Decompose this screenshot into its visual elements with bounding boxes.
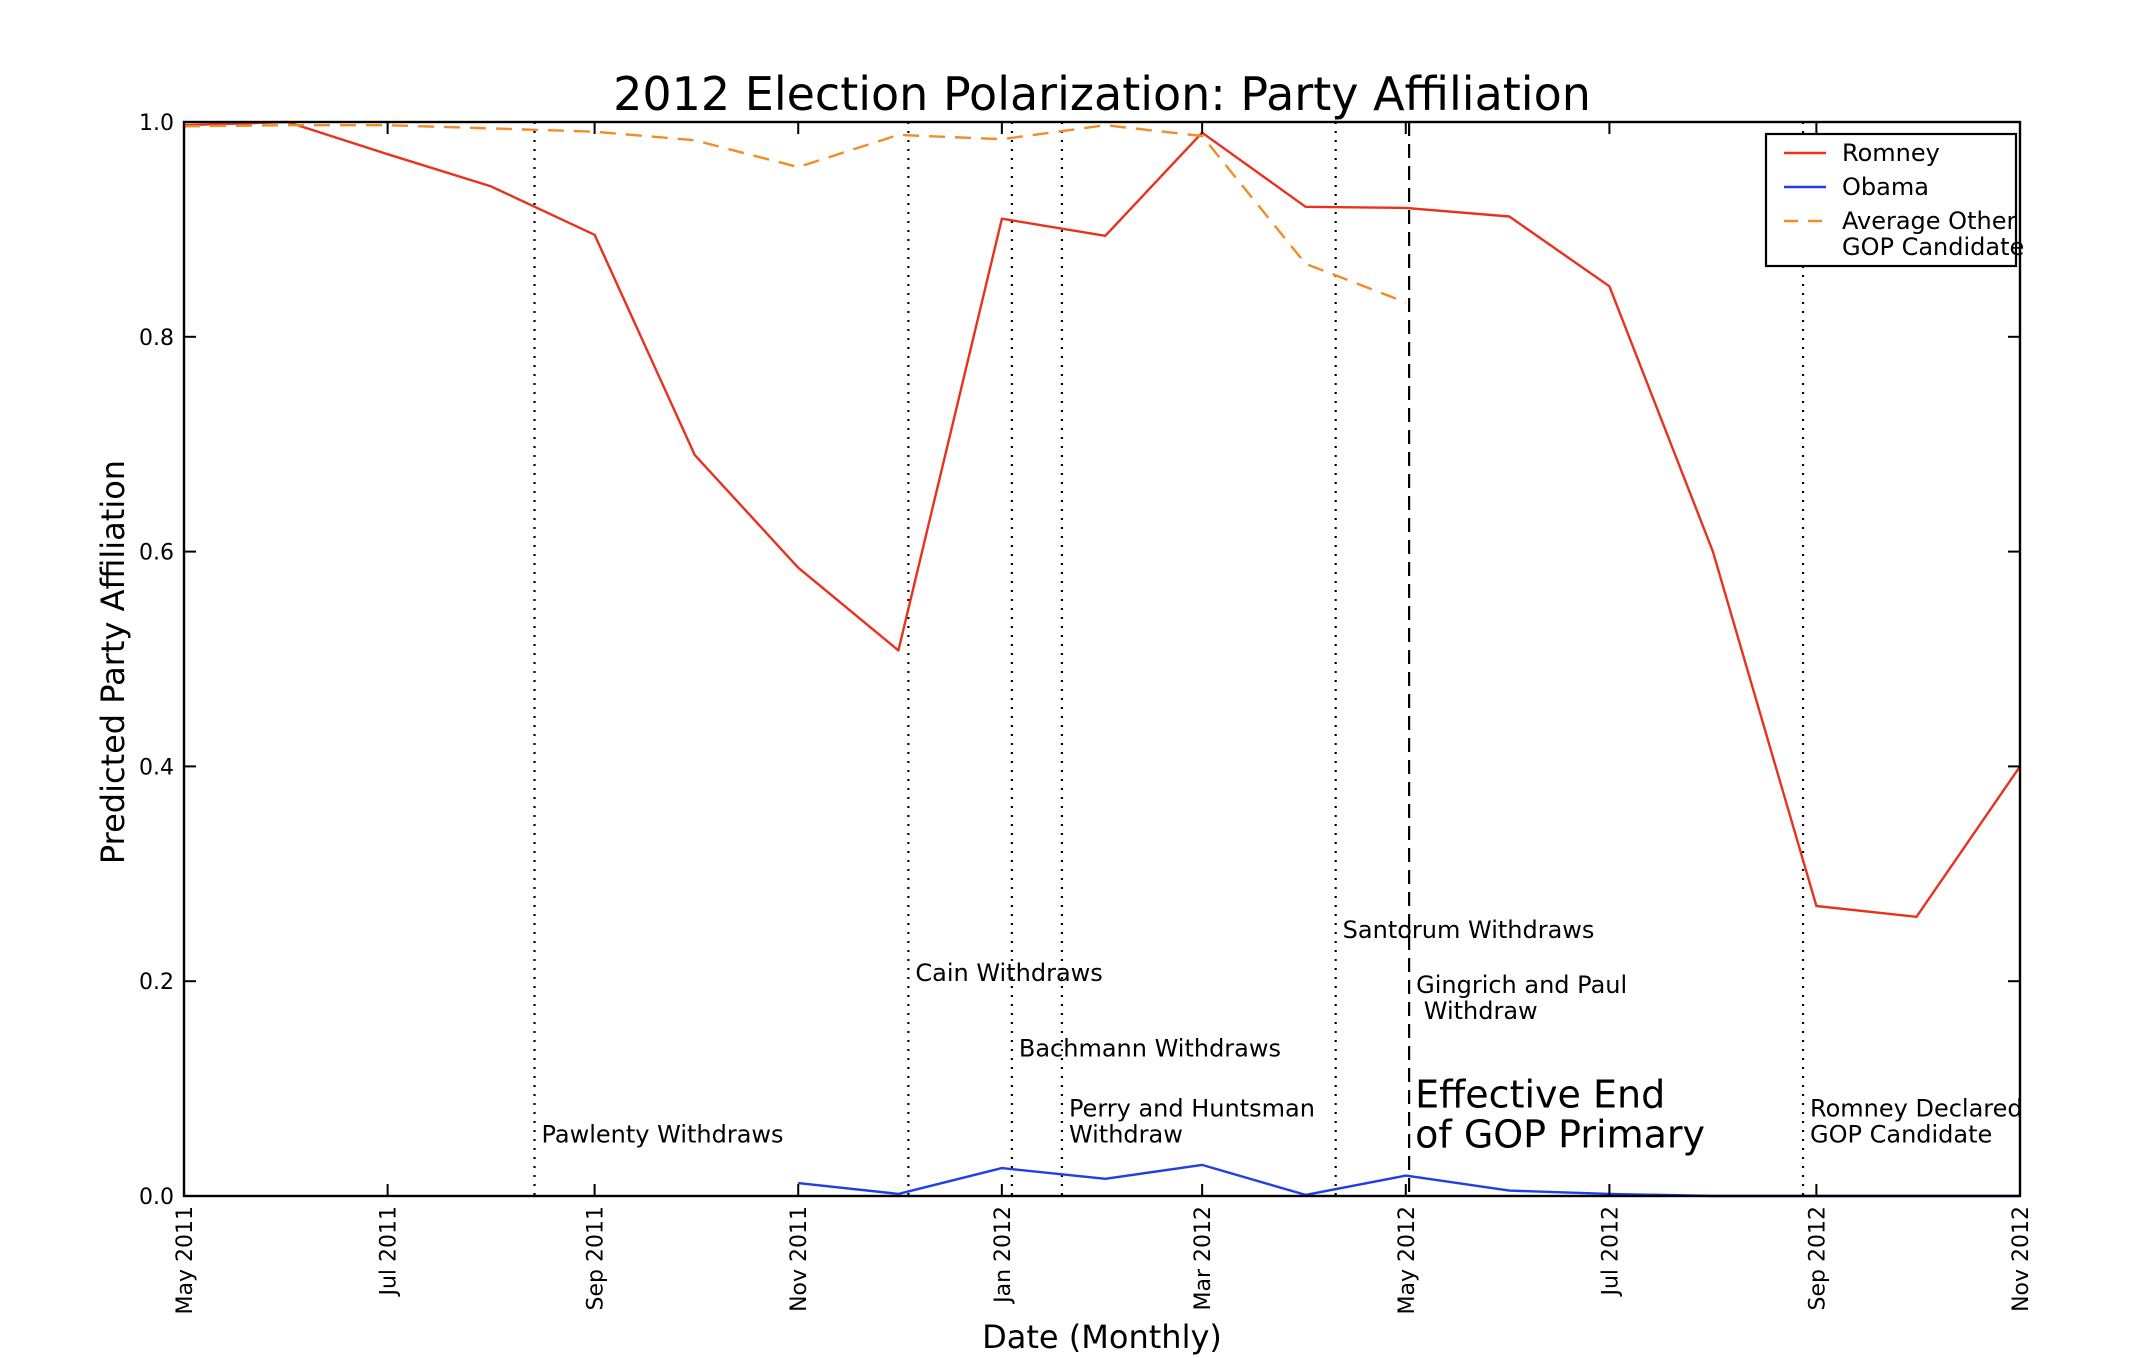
legend-box [1764, 132, 2018, 268]
legend-label-2: Average Other GOP Candidate [1842, 207, 2024, 261]
series-line-2 [183, 123, 1407, 304]
legend-label-0: Romney [1842, 139, 1940, 167]
event-annotation: Santorum Withdraws [1343, 916, 1595, 944]
y-tick-label: 0.4 [139, 755, 174, 780]
y-tick-label: 0.2 [139, 970, 174, 995]
plot-area: 0.0 0.2 0.4 0.6 0.8 1.0 May 2011 Jul 2011 Sep 20… [139, 111, 2034, 1314]
axes-frame [182, 120, 2022, 1198]
y-tick-label: 1.0 [139, 111, 174, 136]
x-tick-label: Jul 2011 [377, 1206, 402, 1298]
primary-end-annotation: Effective End of GOP Primary [1415, 1073, 1705, 1157]
x-tick-label: Jan 2012 [991, 1206, 1016, 1305]
x-tick-label: Sep 2011 [584, 1206, 609, 1310]
y-tick-label: 0.8 [139, 326, 174, 351]
chart-title: 2012 Election Polarization: Party Affili… [613, 67, 1591, 121]
x-tick-label: May 2011 [173, 1206, 198, 1314]
x-axis-label: Date (Monthly) [982, 1318, 1222, 1356]
y-tick-label: 0.6 [139, 541, 174, 566]
x-tick-label: Sep 2012 [1805, 1206, 1830, 1310]
legend-label-1: Obama [1842, 173, 1929, 201]
y-axis-label: Predicted Party Affiliation [94, 460, 132, 864]
x-tick-label: May 2012 [1395, 1206, 1420, 1314]
x-tick-label: Mar 2012 [1191, 1206, 1216, 1311]
event-annotation: Romney Declared GOP Candidate [1810, 1094, 2023, 1148]
x-tick-label: Nov 2011 [787, 1206, 812, 1312]
x-tick-label: Jul 2012 [1598, 1206, 1623, 1298]
event-annotation: Bachmann Withdraws [1019, 1034, 1281, 1062]
y-tick-label: 0.0 [139, 1185, 174, 1210]
event-annotation: Gingrich and Paul Withdraw [1416, 971, 1627, 1025]
event-annotation: Pawlenty Withdraws [542, 1120, 784, 1148]
x-tick-label: Nov 2012 [2009, 1206, 2034, 1312]
event-annotation: Cain Withdraws [915, 959, 1102, 987]
series-line-0 [183, 120, 2021, 918]
event-annotation: Perry and Huntsman Withdraw [1069, 1094, 1315, 1148]
